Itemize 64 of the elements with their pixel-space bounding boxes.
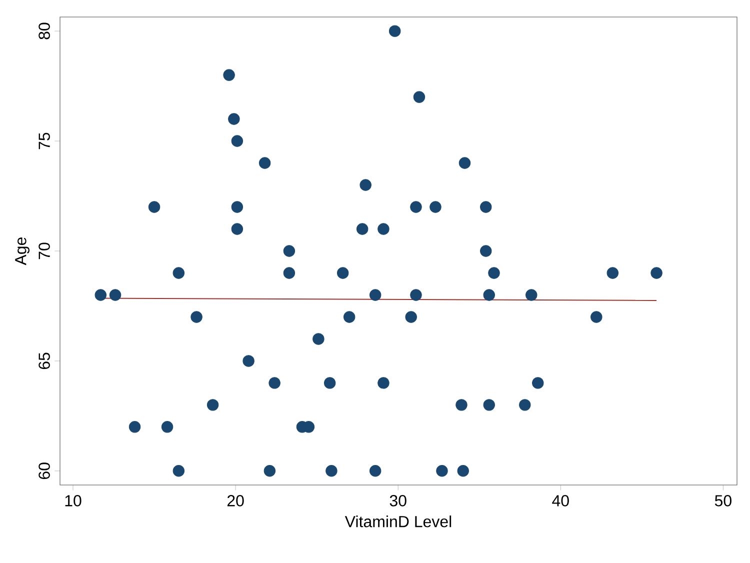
point [356, 223, 368, 235]
point [369, 289, 382, 301]
point [410, 289, 422, 301]
point [283, 245, 296, 257]
point [413, 91, 426, 103]
x-tick-label: 30 [390, 495, 406, 506]
point [483, 399, 495, 411]
point [172, 465, 185, 477]
point [378, 223, 390, 235]
y-tick-label: 60 [38, 462, 50, 479]
y-axis-title: Age [15, 237, 30, 266]
point [324, 377, 336, 389]
point [526, 289, 538, 301]
point [148, 201, 160, 213]
x-tick-label: 10 [65, 495, 82, 506]
y-tick-label: 70 [38, 242, 50, 260]
point [519, 399, 531, 411]
point [430, 201, 442, 213]
point [378, 377, 390, 389]
point [336, 267, 349, 279]
point [268, 377, 280, 389]
point [264, 465, 276, 477]
point [488, 267, 500, 279]
point [369, 465, 382, 477]
y-tick-label: 80 [38, 22, 50, 40]
x-tick-label: 40 [552, 495, 569, 506]
point [206, 399, 219, 411]
point [436, 465, 448, 477]
point [228, 113, 240, 125]
point [458, 157, 471, 169]
point [480, 201, 492, 213]
point [231, 201, 244, 213]
x-tick-label: 20 [227, 495, 244, 506]
point [172, 267, 185, 279]
point [483, 289, 495, 301]
y-tick-label: 75 [38, 132, 50, 150]
point [457, 465, 469, 477]
point [128, 421, 141, 433]
point [94, 289, 107, 301]
point [223, 69, 235, 81]
x-tick-label: 50 [714, 495, 732, 506]
point [360, 179, 372, 191]
point [650, 267, 662, 279]
point [532, 377, 544, 389]
x-axis-title: VitaminD Level [344, 516, 452, 528]
point [283, 267, 296, 279]
point [480, 245, 492, 257]
point [258, 157, 271, 169]
point [405, 311, 417, 323]
point [388, 25, 401, 37]
point [231, 135, 244, 147]
point [190, 311, 202, 323]
point [606, 267, 619, 279]
point [242, 355, 254, 367]
point [590, 311, 602, 323]
point [456, 399, 468, 411]
point [410, 201, 422, 213]
point [231, 223, 244, 235]
point [161, 421, 174, 433]
point [312, 333, 324, 345]
point [109, 289, 122, 301]
point [326, 465, 338, 477]
point [343, 311, 356, 323]
y-tick-label: 65 [38, 352, 50, 370]
